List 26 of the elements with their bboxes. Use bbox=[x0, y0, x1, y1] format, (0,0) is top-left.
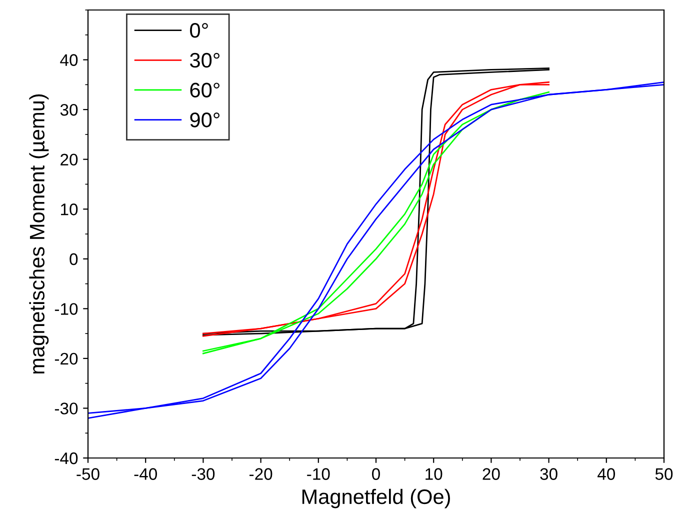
y-axis-title: magnetisches Moment (µemu) bbox=[29, 94, 49, 374]
y-tick-label: -10 bbox=[54, 303, 78, 315]
legend-label: 90° bbox=[190, 112, 220, 128]
x-tick-label: -20 bbox=[249, 468, 272, 480]
x-tick-label: -30 bbox=[192, 468, 215, 480]
x-axis-title: Magnetfeld (Oe) bbox=[302, 488, 450, 508]
legend-label: 30° bbox=[190, 52, 220, 68]
x-tick-label: -10 bbox=[307, 468, 330, 480]
y-tick-label: -40 bbox=[54, 452, 78, 464]
y-tick-label: -20 bbox=[54, 352, 78, 365]
y-tick-label: 0 bbox=[70, 253, 78, 266]
x-tick-label: 40 bbox=[598, 468, 616, 480]
x-tick-label: 30 bbox=[540, 468, 558, 480]
x-tick-label: 50 bbox=[655, 468, 673, 480]
y-tick-label: 10 bbox=[61, 204, 78, 216]
x-tick-label: 0 bbox=[372, 468, 380, 480]
legend-label: 60° bbox=[190, 82, 220, 98]
y-tick-label: -30 bbox=[54, 402, 78, 414]
x-tick-label: 20 bbox=[482, 468, 500, 480]
legend-label: 0° bbox=[190, 23, 208, 38]
y-tick-label: 20 bbox=[60, 154, 78, 166]
y-tick-label: 40 bbox=[60, 54, 78, 66]
x-tick-label: -40 bbox=[134, 468, 157, 480]
x-tick-label: 10 bbox=[426, 468, 442, 480]
y-tick-label: 30 bbox=[60, 104, 78, 116]
x-tick-label: -50 bbox=[76, 468, 100, 480]
